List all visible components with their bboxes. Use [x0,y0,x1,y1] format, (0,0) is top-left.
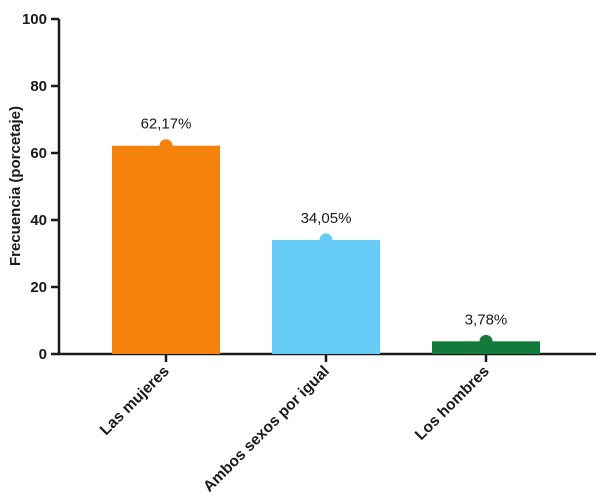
data-labels: 62,17% 34,05% 3,78% [141,116,508,329]
y-tick-label: 60 [30,145,47,162]
data-label: 62,17% [141,116,192,133]
y-axis: 0 20 40 60 80 100 [22,11,61,363]
data-label: 3,78% [465,311,508,328]
y-tick-label: 80 [30,78,47,95]
y-tick-label: 0 [39,346,47,363]
bar [272,239,380,354]
y-ticks: 0 20 40 60 80 100 [22,11,59,363]
category-label: Las mujeres [97,363,173,439]
bar-point [319,233,333,247]
x-ticks [164,354,488,362]
y-tick-label: 20 [30,279,47,296]
bar [112,145,220,354]
bars [112,145,540,354]
bar-point [159,139,173,153]
data-label: 34,05% [301,210,352,227]
y-axis-title: Frecuencia (porcetaje) [7,106,24,266]
bar-points [159,139,493,348]
category-labels: Las mujeres Ambos sexos por igual Los homb… [97,363,493,496]
y-tick-label: 40 [30,212,47,229]
category-label: Los hombres [412,363,493,444]
x-axis [58,352,596,362]
category-label: Ambos sexos por igual [200,363,333,496]
bar-point [479,334,493,348]
y-tick-label: 100 [22,11,47,28]
